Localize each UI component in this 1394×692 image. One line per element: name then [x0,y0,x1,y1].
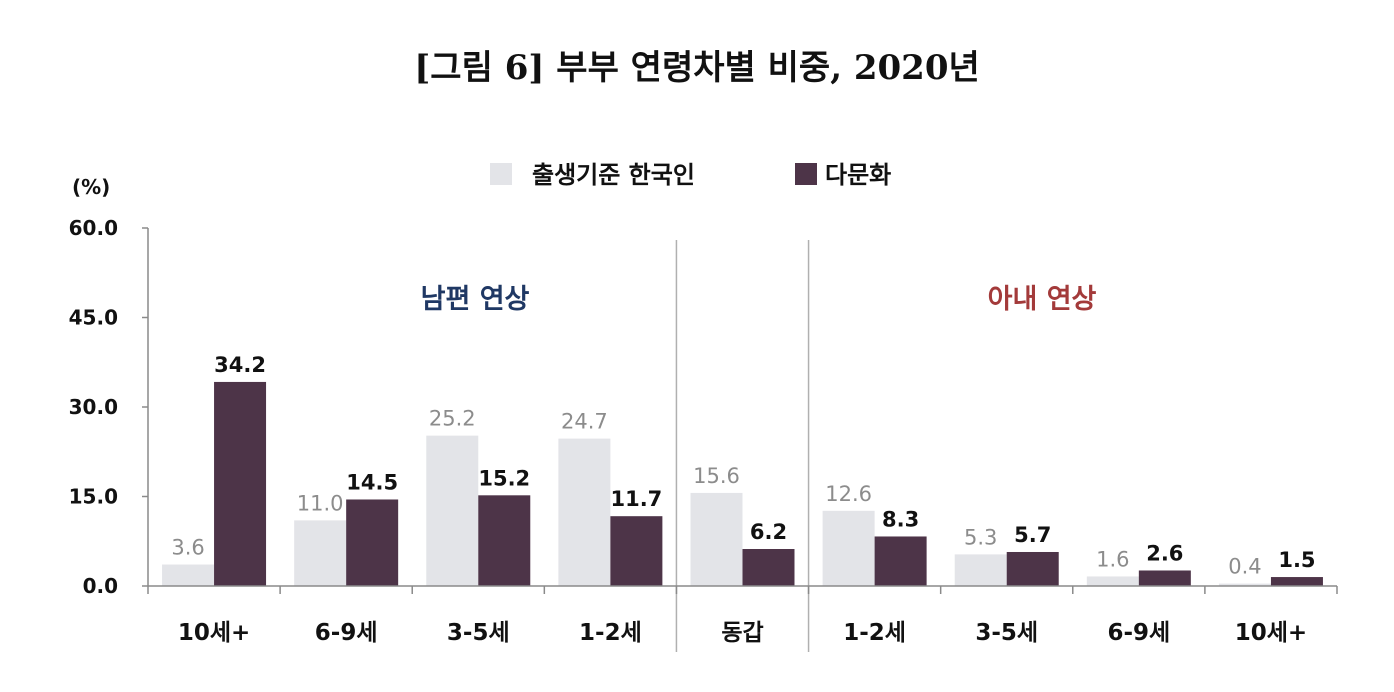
bar-korean-born [426,435,479,586]
y-tick-label: 45.0 [69,306,118,330]
data-label-korean-born: 15.6 [693,464,740,488]
bar-multicultural [1138,570,1191,586]
data-labels: 3.6 34.2 11.014.5 25.2 15.2 24.7 11.7 15.6 6.2 12… [171,353,1315,579]
data-label-korean-born: 0.4 [1228,555,1261,579]
data-label-multicultural: 2.6 [1146,541,1183,565]
legend-swatch-multicultural [795,163,817,185]
data-label-multicultural: 11.7 [610,487,662,511]
x-category-label: 6-9세 [315,620,378,646]
bar-multicultural [478,495,531,586]
data-label-multicultural: 1.5 [1278,548,1315,572]
data-label-multicultural: 15.2 [478,466,530,490]
x-category-label: 10세+ [1235,620,1307,646]
y-tick-label: 15.0 [69,485,118,509]
data-label-korean-born: 3.6 [171,536,204,560]
bar-multicultural [874,536,927,586]
bar-multicultural [1270,577,1323,586]
y-tick-label: 30.0 [69,395,118,419]
bar-korean-born [954,554,1007,586]
legend-label-multicultural: 다문화 [825,161,891,189]
data-label-multicultural: 14.5 [346,470,398,494]
data-label-multicultural: 6.2 [750,520,787,544]
data-label-korean-born: 11.0 [297,491,344,515]
legend-swatch-korean-born [490,163,512,185]
legend: 출생기준 한국인 다문화 [490,161,891,189]
bar-korean-born [822,510,875,586]
x-category-label: 3-5세 [447,620,510,646]
data-label-multicultural: 8.3 [882,507,919,531]
x-category-label: 1-2세 [843,620,906,646]
bar-multicultural [742,549,795,586]
x-axis: 10세+ 6-9세 3-5세 1-2세 동갑 1-2세 3-5세 6-9세 10세+ [147,585,1338,646]
data-label-korean-born: 24.7 [561,410,608,434]
data-label-multicultural: 34.2 [214,353,266,377]
y-tick-label: 0.0 [83,574,118,598]
bar-korean-born [558,438,611,586]
x-category-label: 3-5세 [975,620,1038,646]
bar-korean-born [162,564,215,586]
legend-label-korean-born: 출생기준 한국인 [532,161,695,189]
x-category-label: 동갑 [721,620,763,646]
bar-multicultural [214,381,267,586]
bar-korean-born [294,520,347,586]
chart-title: [그림 6] 부부 연령차별 비중, 2020년 [414,48,980,88]
y-unit-label: (%) [72,175,110,199]
data-label-korean-born: 12.6 [825,482,872,506]
data-label-korean-born: 5.3 [964,525,997,549]
bar-korean-born [1218,583,1271,586]
y-axis: 0.0 15.0 30.0 45.0 60.0 [69,216,149,598]
data-label-korean-born: 1.6 [1096,547,1129,571]
bar-korean-born [690,492,743,586]
bar-korean-born [1086,576,1139,586]
group-label-wife-older: 아내 연상 [988,284,1097,315]
x-category-label: 6-9세 [1107,620,1170,646]
data-label-korean-born: 25.2 [429,407,476,431]
bars [162,381,1323,586]
data-label-multicultural: 5.7 [1014,523,1051,547]
group-separators [675,240,810,652]
group-label-husband-older: 남편 연상 [421,284,530,315]
bar-multicultural [1006,551,1059,586]
bar-multicultural [346,499,399,586]
x-category-label: 1-2세 [579,620,642,646]
bar-multicultural [610,516,663,586]
x-category-label: 10세+ [178,620,250,646]
y-tick-label: 60.0 [69,216,118,240]
